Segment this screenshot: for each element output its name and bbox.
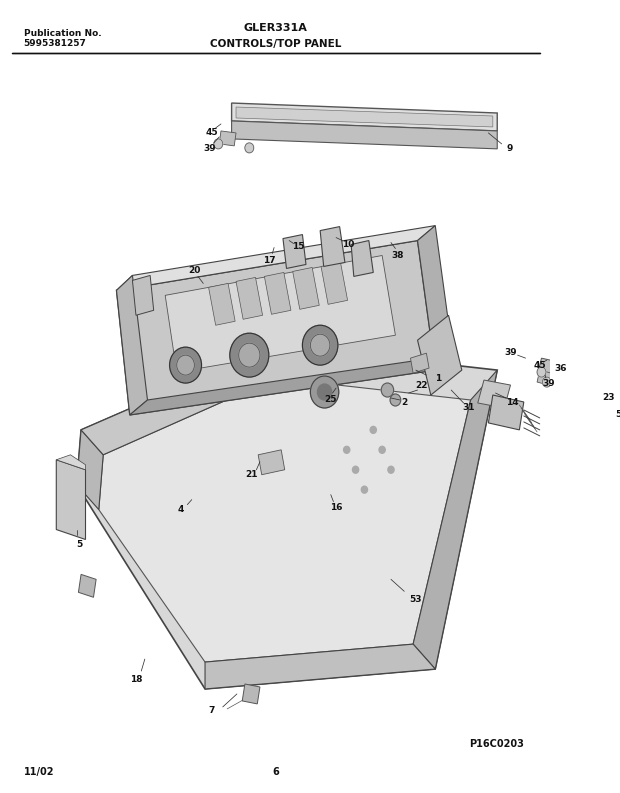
Text: 11/02: 11/02 (24, 767, 54, 776)
Text: 2: 2 (401, 398, 407, 408)
Polygon shape (117, 275, 148, 415)
Polygon shape (77, 430, 103, 510)
Text: 6: 6 (273, 767, 279, 776)
Polygon shape (205, 644, 435, 689)
Text: 56: 56 (615, 411, 620, 419)
Text: eReplacementParts.com: eReplacementParts.com (182, 423, 334, 436)
Polygon shape (320, 227, 345, 266)
Polygon shape (219, 131, 236, 146)
Polygon shape (537, 370, 555, 386)
Circle shape (311, 376, 339, 408)
Text: 17: 17 (264, 256, 276, 265)
Text: P16C0203: P16C0203 (469, 739, 524, 749)
Polygon shape (417, 225, 453, 370)
Polygon shape (208, 283, 235, 325)
Text: 9: 9 (507, 144, 513, 153)
Text: 21: 21 (246, 470, 258, 479)
Circle shape (303, 325, 338, 365)
Text: 39: 39 (203, 144, 216, 153)
Text: 5: 5 (76, 540, 82, 549)
Text: 36: 36 (555, 364, 567, 373)
Polygon shape (417, 316, 462, 395)
Text: 18: 18 (130, 675, 142, 684)
Polygon shape (117, 225, 435, 290)
Polygon shape (81, 345, 276, 455)
Text: CONTROLS/TOP PANEL: CONTROLS/TOP PANEL (210, 40, 342, 49)
Polygon shape (538, 358, 559, 376)
Text: 7: 7 (208, 707, 215, 715)
Text: 20: 20 (188, 266, 201, 275)
Polygon shape (133, 275, 154, 316)
Polygon shape (489, 395, 524, 430)
Polygon shape (130, 355, 453, 415)
Text: 15: 15 (292, 242, 304, 251)
Circle shape (317, 384, 332, 400)
Polygon shape (77, 345, 497, 689)
Text: 53: 53 (410, 595, 422, 603)
Polygon shape (165, 255, 396, 372)
Text: 45: 45 (206, 128, 218, 137)
Polygon shape (232, 103, 497, 131)
Circle shape (390, 394, 401, 406)
Polygon shape (56, 455, 86, 469)
Text: 1: 1 (435, 374, 441, 382)
Polygon shape (321, 262, 348, 305)
Polygon shape (258, 450, 285, 475)
Circle shape (239, 343, 260, 367)
Circle shape (388, 466, 394, 473)
Circle shape (537, 367, 546, 377)
Polygon shape (236, 278, 263, 320)
Text: 5995381257: 5995381257 (24, 40, 86, 48)
Circle shape (361, 486, 368, 493)
Polygon shape (283, 235, 306, 269)
Text: 10: 10 (342, 240, 355, 249)
Circle shape (370, 427, 376, 433)
Circle shape (311, 334, 330, 356)
Circle shape (352, 466, 358, 473)
Circle shape (542, 377, 551, 387)
Text: Publication No.: Publication No. (24, 29, 101, 38)
Polygon shape (242, 684, 260, 704)
Circle shape (170, 347, 202, 383)
Polygon shape (351, 240, 373, 277)
Polygon shape (56, 460, 86, 539)
Text: 16: 16 (330, 503, 342, 512)
Text: 25: 25 (324, 396, 337, 404)
Polygon shape (78, 574, 96, 597)
Circle shape (177, 355, 195, 375)
Polygon shape (236, 107, 493, 127)
Text: 45: 45 (533, 361, 546, 370)
Polygon shape (99, 378, 471, 662)
Circle shape (230, 333, 269, 377)
Circle shape (343, 446, 350, 454)
Circle shape (379, 446, 385, 454)
Polygon shape (264, 273, 291, 314)
Polygon shape (117, 240, 435, 415)
Circle shape (381, 383, 394, 397)
Text: GLER331A: GLER331A (244, 23, 308, 33)
Text: 39: 39 (542, 378, 555, 388)
Circle shape (245, 143, 254, 153)
Text: 38: 38 (392, 251, 404, 260)
Circle shape (214, 139, 223, 149)
Text: 14: 14 (506, 398, 518, 408)
Text: 22: 22 (416, 381, 428, 389)
Text: 31: 31 (463, 404, 475, 412)
Text: 39: 39 (504, 347, 517, 357)
Polygon shape (293, 267, 319, 309)
Polygon shape (478, 380, 510, 408)
Text: 23: 23 (603, 393, 615, 403)
Polygon shape (232, 121, 497, 149)
Text: 4: 4 (178, 505, 184, 514)
Polygon shape (413, 370, 497, 669)
Polygon shape (410, 353, 429, 373)
